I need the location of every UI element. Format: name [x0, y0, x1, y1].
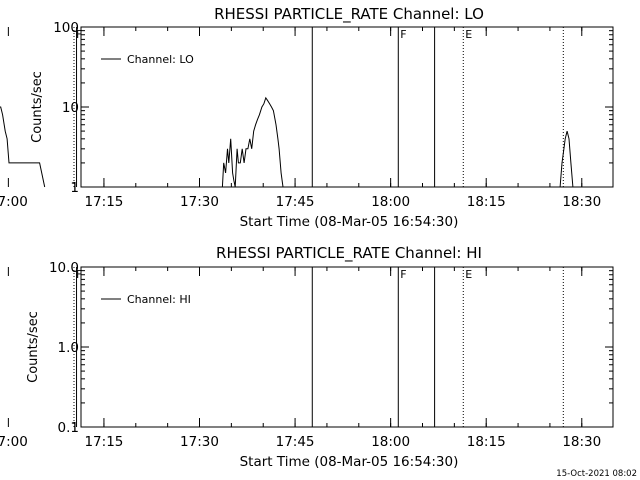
plot-frame — [80, 266, 614, 428]
y-tick-label: 1 — [70, 180, 79, 196]
event-marker-label: E — [465, 28, 472, 41]
y-tick-label: 100 — [53, 20, 79, 36]
x-tick-label: 18:30 — [562, 434, 601, 450]
x-tick-label: 17:45 — [276, 194, 315, 210]
x-tick-label: 17:45 — [276, 434, 315, 450]
event-marker-label: F — [76, 28, 82, 41]
chart-panel-hi: RHESSI PARTICLE_RATE Channel: HI Start T… — [0, 244, 614, 470]
y-tick-label: 10.0 — [49, 260, 79, 276]
plot-frame — [80, 26, 614, 188]
chart-title: RHESSI PARTICLE_RATE Channel: HI — [216, 244, 482, 263]
series-line-segment — [0, 106, 46, 188]
y-axis-label: Counts/sec — [30, 71, 45, 143]
event-marker-label: E — [465, 268, 472, 281]
y-tick-label: 10 — [62, 100, 79, 116]
legend-label: Channel: LO — [127, 53, 194, 66]
x-axis-label: Start Time (08-Mar-05 16:54:30) — [240, 214, 459, 230]
x-tick-label: 18:30 — [562, 194, 601, 210]
y-axis-label: Counts/sec — [26, 311, 41, 383]
x-axis-label: Start Time (08-Mar-05 16:54:30) — [240, 454, 459, 470]
x-tick-label: 17:15 — [84, 434, 123, 450]
generation-timestamp: 15-Oct-2021 08:02 — [556, 469, 637, 479]
event-marker-label: F — [76, 268, 82, 281]
x-tick-label: 17:15 — [84, 194, 123, 210]
x-tick-label: 18:15 — [467, 194, 506, 210]
x-tick-label: 17:30 — [180, 434, 219, 450]
x-tick-label: 18:00 — [371, 194, 410, 210]
x-tick-label: 17:00 — [0, 194, 28, 210]
event-marker-label: F — [400, 28, 406, 41]
y-tick-label: 0.1 — [58, 420, 79, 436]
y-tick-label: 1.0 — [58, 340, 79, 356]
chart-title: RHESSI PARTICLE_RATE Channel: LO — [214, 5, 484, 24]
x-tick-label: 18:15 — [467, 434, 506, 450]
legend-label: Channel: HI — [127, 293, 191, 306]
event-marker-label: F — [400, 268, 406, 281]
chart-panel-lo: RHESSI PARTICLE_RATE Channel: LO Start T… — [0, 5, 614, 230]
series-line-segment — [559, 130, 574, 188]
x-tick-label: 18:00 — [371, 434, 410, 450]
x-tick-label: 17:00 — [0, 434, 28, 450]
series-line-segment — [221, 96, 284, 188]
x-tick-label: 17:30 — [180, 194, 219, 210]
